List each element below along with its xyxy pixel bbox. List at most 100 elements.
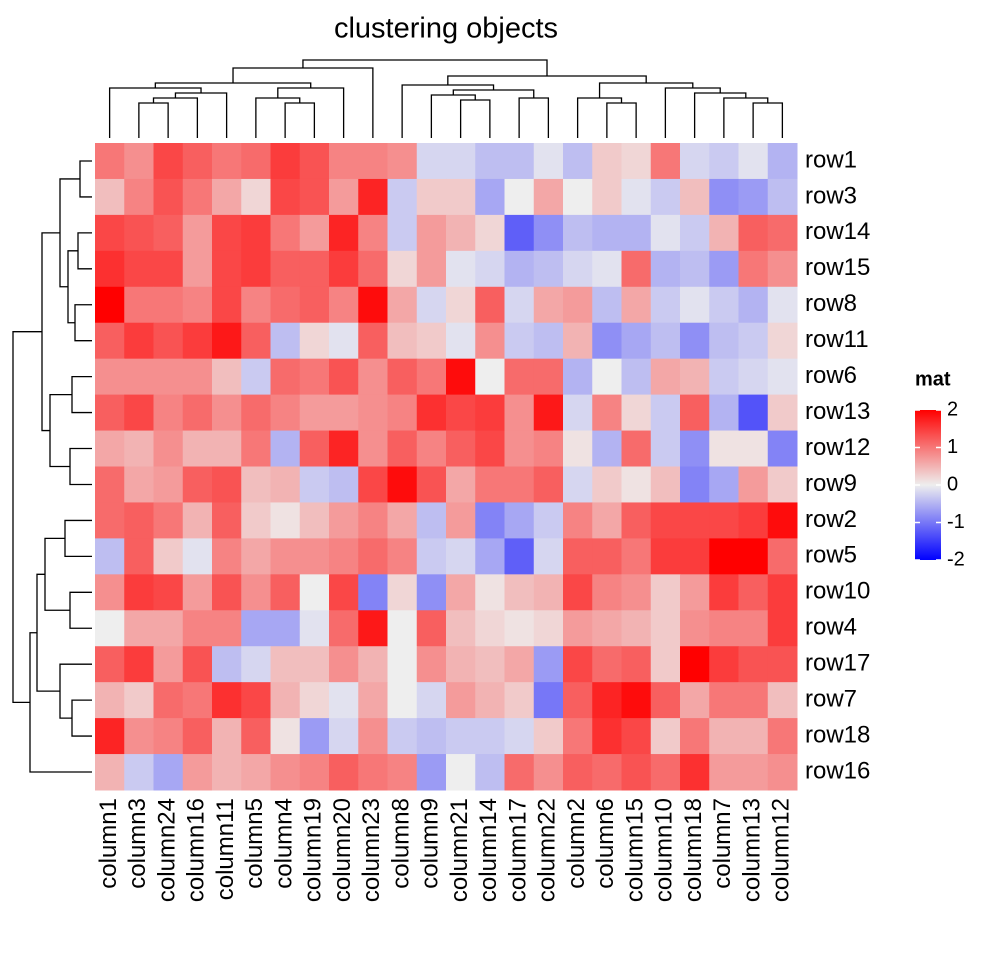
heatmap-cell (95, 250, 125, 288)
heatmap-cell (709, 214, 739, 252)
heatmap-cell (709, 286, 739, 324)
heatmap-cell (767, 466, 798, 503)
heatmap-cell (767, 430, 798, 467)
heatmap-cell (738, 538, 769, 575)
heatmap-cell (504, 178, 535, 216)
heatmap-cell (767, 250, 798, 288)
heatmap-cell (270, 394, 301, 432)
heatmap-cell (329, 143, 359, 180)
heatmap-cell (270, 250, 301, 288)
legend-tick-label: 2 (947, 398, 958, 420)
heatmap-cell (650, 502, 681, 539)
heatmap-cell (680, 610, 710, 647)
heatmap-cell (709, 502, 739, 539)
heatmap-cell (299, 646, 330, 683)
heatmap-cell (182, 394, 213, 432)
heatmap-cell (212, 754, 242, 791)
row-label: row6 (805, 362, 857, 389)
heatmap-cell (387, 143, 418, 180)
heatmap-cell (533, 322, 564, 360)
heatmap-cell (533, 646, 564, 683)
heatmap-cell (387, 214, 418, 252)
heatmap-cell (241, 286, 271, 324)
heatmap-cell (563, 250, 593, 288)
heatmap-cell (504, 610, 535, 647)
heatmap-cell (95, 394, 125, 432)
column-label: column7 (709, 798, 736, 889)
heatmap-cell (387, 682, 418, 719)
heatmap-cell (182, 322, 213, 360)
heatmap-cell (680, 538, 710, 575)
heatmap-cell (387, 754, 418, 791)
column-label: column15 (621, 798, 648, 902)
heatmap-cell (182, 646, 213, 683)
heatmap-cell (241, 754, 271, 791)
heatmap-cell (738, 754, 769, 791)
heatmap-cell (709, 250, 739, 288)
heatmap-cell (504, 718, 535, 755)
heatmap-cell (475, 646, 505, 683)
heatmap-cell (387, 430, 418, 467)
column-label: column21 (446, 798, 473, 902)
heatmap-cell (299, 358, 330, 396)
heatmap-cell (124, 466, 154, 503)
heatmap-cell (680, 646, 710, 683)
heatmap-cell (533, 143, 564, 180)
dendrogram-branch (59, 178, 80, 288)
heatmap-cell (153, 143, 184, 180)
heatmap-cell (329, 394, 359, 432)
heatmap-cell (621, 322, 652, 360)
heatmap-cell (153, 322, 184, 360)
heatmap-cell (504, 430, 535, 467)
dendrogram-branch (459, 99, 491, 138)
heatmap-cell (621, 143, 652, 180)
heatmap-cell (533, 754, 564, 791)
heatmap-cell (212, 538, 242, 575)
row-label: row7 (805, 685, 857, 712)
heatmap-cell (592, 394, 622, 432)
heatmap-cell (680, 430, 710, 467)
dendrogram-branch (69, 447, 92, 486)
dendrogram-branch (138, 102, 169, 138)
heatmap-cell (563, 718, 593, 755)
heatmap-cell (621, 358, 652, 396)
heatmap-cell (299, 574, 330, 611)
heatmap-cell (475, 574, 505, 611)
heatmap-cell (182, 178, 213, 216)
heatmap-cell (563, 646, 593, 683)
heatmap-cell (387, 646, 418, 683)
heatmap-cell (592, 430, 622, 467)
heatmap-cell (592, 322, 622, 360)
heatmap-cell (446, 646, 476, 683)
heatmap-cell (738, 143, 769, 180)
heatmap-cell (95, 718, 125, 755)
dendrogram-branch (430, 94, 476, 138)
heatmap-cell (387, 502, 418, 539)
dendrogram-branch (452, 89, 535, 98)
heatmap-cell (680, 214, 710, 252)
heatmap-cell (475, 394, 505, 432)
dendrogram-branch (576, 97, 623, 138)
heatmap-cell (124, 214, 154, 252)
heatmap-cell (592, 646, 622, 683)
heatmap-cell (153, 718, 184, 755)
heatmap-cell (533, 610, 564, 647)
heatmap-cell (299, 178, 330, 216)
heatmap-cell (563, 754, 593, 791)
heatmap-cell (533, 718, 564, 755)
heatmap-cell (329, 430, 359, 467)
heatmap-cell (153, 178, 184, 216)
heatmap-cell (329, 682, 359, 719)
heatmap-cell (124, 538, 154, 575)
heatmap-cell (212, 358, 242, 396)
heatmap-cell (387, 358, 418, 396)
heatmap-cell (504, 322, 535, 360)
heatmap-cell (95, 682, 125, 719)
heatmap-cell (738, 430, 769, 467)
heatmap-cell (680, 502, 710, 539)
heatmap-cell (358, 214, 388, 252)
heatmap-cell (416, 250, 447, 288)
heatmap-cell (446, 358, 476, 396)
heatmap-cell (416, 682, 447, 719)
